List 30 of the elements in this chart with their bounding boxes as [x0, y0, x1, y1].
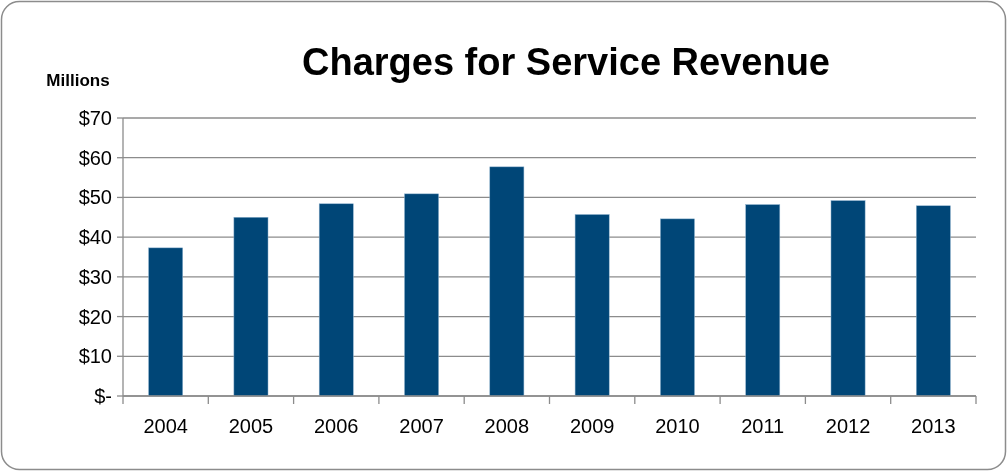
- bar: [233, 217, 269, 397]
- x-tick-label: 2006: [314, 415, 359, 437]
- bar: [830, 200, 866, 397]
- bar: [916, 205, 951, 397]
- y-tick-label: $30: [78, 265, 112, 288]
- y-tick-label: $60: [78, 146, 112, 169]
- y-tick-label: $70: [78, 107, 112, 129]
- x-tick-label: 2005: [228, 415, 274, 437]
- x-tick-label: 2004: [143, 415, 188, 437]
- bar: [574, 214, 610, 397]
- x-tick-label: 2009: [569, 415, 615, 437]
- bar: [745, 204, 781, 397]
- bar: [660, 218, 695, 397]
- bar: [318, 203, 354, 397]
- x-tick-label: 2008: [484, 415, 530, 437]
- chart-title: Charges for Service Revenue: [301, 41, 831, 83]
- y-tick-label: $10: [78, 345, 112, 368]
- x-tick-label: 2012: [825, 415, 871, 437]
- x-tick-label: 2007: [399, 415, 444, 437]
- bar: [404, 193, 439, 397]
- y-tick-label: $40: [78, 226, 112, 249]
- bar: [148, 247, 183, 397]
- y-tick-label: $50: [78, 186, 112, 209]
- y-axis-title: Millions: [46, 71, 110, 90]
- x-tick-label: 2013: [911, 415, 956, 437]
- x-tick-label: 2011: [741, 415, 785, 437]
- y-tick-label: $-: [94, 385, 112, 407]
- x-tick-label: 2010: [655, 415, 700, 437]
- bar: [489, 166, 525, 397]
- y-tick-label: $20: [78, 305, 112, 328]
